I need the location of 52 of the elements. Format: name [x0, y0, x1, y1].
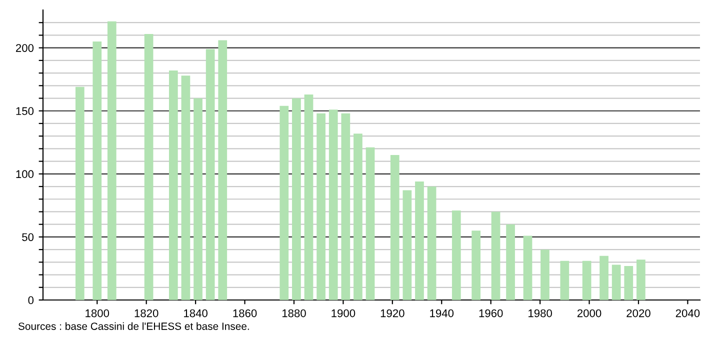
x-tick-label: 2020	[626, 309, 650, 318]
x-tick-label: 1980	[528, 309, 552, 318]
source-note: Sources : base Cassini de l'EHESS et base Insee.	[18, 322, 249, 330]
bar	[168, 70, 178, 300]
y-tick-label: 0	[28, 296, 34, 304]
bar	[181, 76, 190, 300]
bar	[144, 34, 154, 300]
bar	[292, 98, 301, 300]
bar	[452, 210, 461, 300]
x-tick-label: 1800	[86, 309, 110, 318]
bar	[582, 260, 592, 300]
bar	[316, 113, 326, 300]
bar	[354, 134, 362, 300]
bar	[523, 236, 532, 300]
bar	[600, 256, 608, 300]
bar	[218, 40, 228, 300]
x-tick-label: 1860	[233, 309, 257, 318]
bar	[612, 264, 621, 300]
x-tick-label: 1960	[479, 309, 503, 318]
bar	[328, 110, 338, 300]
bar	[206, 49, 215, 300]
y-tick-label: 200	[16, 44, 34, 52]
x-tick-label: 1820	[134, 309, 158, 318]
bar	[75, 86, 84, 300]
bar	[304, 94, 314, 300]
bar	[366, 147, 375, 300]
bar	[540, 250, 550, 300]
bar	[472, 230, 481, 300]
x-tick-label: 1900	[332, 309, 356, 318]
bar	[280, 106, 289, 300]
x-tick-label: 1920	[380, 309, 404, 318]
x-tick-label: 2000	[577, 309, 602, 318]
bar	[427, 186, 436, 300]
bar	[194, 98, 202, 300]
bar	[415, 181, 424, 300]
x-tick-label: 2040	[676, 309, 700, 318]
x-tick-label: 1880	[282, 309, 306, 318]
bar	[624, 266, 634, 300]
bar	[560, 260, 570, 300]
x-tick-label: 1940	[430, 309, 454, 318]
bar	[92, 42, 102, 300]
x-tick-label: 1840	[184, 309, 208, 318]
bar	[506, 224, 515, 300]
bar	[636, 260, 646, 300]
bar	[491, 212, 500, 300]
bar	[107, 21, 116, 300]
y-tick-label: 50	[22, 233, 34, 242]
bar	[390, 155, 400, 300]
bar	[341, 113, 350, 300]
bar	[402, 190, 412, 300]
y-tick-label: 100	[16, 170, 34, 178]
y-tick-label: 150	[16, 107, 34, 116]
